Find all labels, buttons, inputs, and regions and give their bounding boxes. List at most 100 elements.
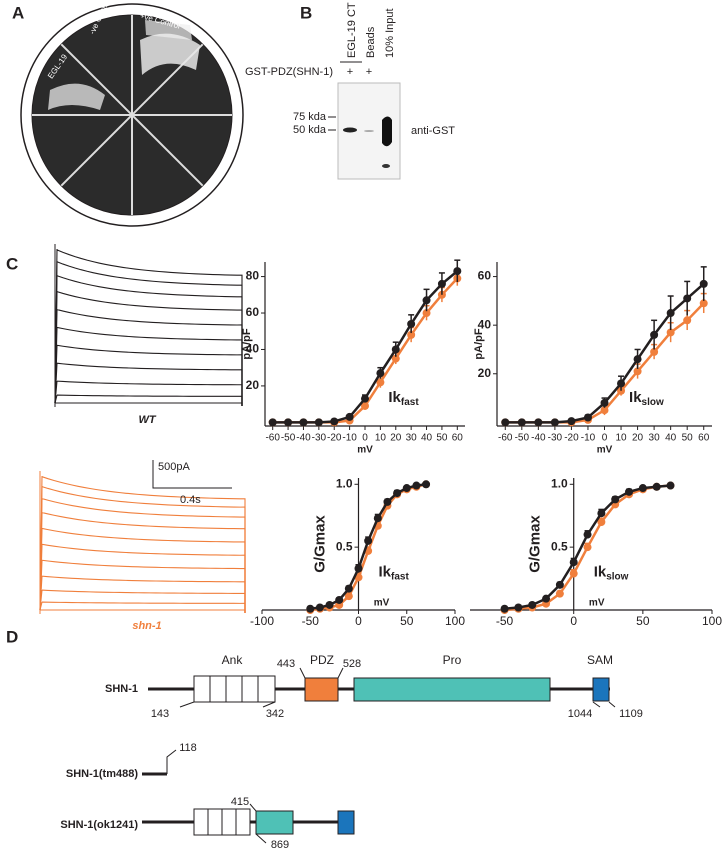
data-point <box>315 603 324 612</box>
plus: + <box>347 66 353 78</box>
data-point <box>501 418 510 427</box>
data-point <box>638 484 647 493</box>
x-axis-label: mV <box>357 445 373 456</box>
x-tick-label: 10 <box>615 433 627 444</box>
y-tick-label: 80 <box>246 269 260 283</box>
data-point <box>422 309 431 318</box>
y-tick-label: 0.5 <box>551 539 568 553</box>
panel-label: B <box>300 3 312 22</box>
x-axis-label: mV <box>589 598 605 609</box>
trace <box>39 543 246 613</box>
position: 1044 <box>568 708 592 720</box>
annotation-sub: slow <box>606 571 628 582</box>
data-point <box>597 518 606 526</box>
data-point <box>422 296 431 305</box>
data-point <box>633 355 642 364</box>
trace <box>54 394 243 406</box>
trace <box>54 308 243 406</box>
x-tick-label: -50 <box>515 433 530 444</box>
plus: + <box>366 66 372 78</box>
x-axis-label: mV <box>374 598 390 609</box>
panel-label: C <box>6 254 18 273</box>
data-point <box>611 495 620 504</box>
data-point <box>299 418 308 427</box>
marker: 75 kda <box>293 111 327 123</box>
x-tick-label: 0 <box>355 614 362 628</box>
data-point <box>412 481 421 490</box>
x-tick-label: 0 <box>602 433 608 444</box>
data-point <box>376 378 385 387</box>
x-tick-label: -10 <box>581 433 596 444</box>
data-point <box>354 564 363 573</box>
traces <box>39 244 246 614</box>
data-point <box>407 330 416 339</box>
data-point <box>550 418 559 427</box>
trace <box>39 589 246 613</box>
data-point <box>583 413 592 422</box>
data-point <box>652 482 661 491</box>
y-tick-label: 0.5 <box>336 539 353 553</box>
data-point <box>600 406 609 415</box>
x-tick-label: 50 <box>436 433 448 444</box>
position: 415 <box>231 796 249 808</box>
data-point <box>437 279 446 288</box>
x-tick-label: -50 <box>302 614 320 628</box>
annotation-main: Ik <box>594 563 607 580</box>
x-tick-label: 100 <box>445 614 465 628</box>
antibody: anti-GST <box>411 125 455 137</box>
scale-label: 0.4s <box>180 494 201 506</box>
data-point <box>391 345 400 354</box>
x-tick-label: -50 <box>496 614 514 628</box>
blot: EGL-19 CT Beads 10% Input GST-PDZ(SHN-1)… <box>245 2 455 180</box>
x-tick-label: 100 <box>702 614 722 628</box>
lane-label: EGL-19 CT <box>346 2 358 58</box>
y-axis-label: pA/pF <box>241 328 253 359</box>
trace-label: WT <box>138 414 156 426</box>
y-tick-label: 20 <box>246 378 260 392</box>
y-tick-label: 1.0 <box>551 476 568 490</box>
x-tick-label: 10 <box>375 433 387 444</box>
trace <box>39 485 246 613</box>
trace <box>54 260 243 406</box>
data-point <box>361 401 369 410</box>
x-tick-label: -50 <box>281 433 296 444</box>
data-point <box>699 279 708 288</box>
data-point <box>306 604 315 613</box>
y-tick-label: 60 <box>246 305 260 319</box>
domain-label: Pro <box>443 653 462 667</box>
protein-label: SHN-1 <box>105 683 138 695</box>
x-tick-label: -30 <box>312 433 327 444</box>
data-point <box>617 379 626 388</box>
data-point <box>597 509 606 518</box>
y-tick-label: 40 <box>478 317 492 331</box>
data-point <box>500 604 509 613</box>
position: 1109 <box>619 708 643 720</box>
y-axis-label: pA/pF <box>473 328 485 359</box>
trace <box>39 559 246 613</box>
data-point <box>600 398 609 407</box>
data-point <box>284 418 293 427</box>
x-tick-label: -20 <box>327 433 342 444</box>
lane-label: 10% Input <box>384 8 396 58</box>
data-point <box>683 294 692 303</box>
data-point <box>373 514 382 523</box>
x-tick-label: -100 <box>250 614 274 628</box>
x-tick-label: 0 <box>570 614 577 628</box>
y-axis-label: G/Gmax <box>527 515 544 573</box>
x-tick-label: 60 <box>452 433 464 444</box>
data-point <box>391 354 400 363</box>
annotation-main: Ik <box>629 389 642 406</box>
annotation: Ikfast <box>388 389 419 408</box>
y-tick-label: 1.0 <box>336 476 353 490</box>
x-tick-label: 60 <box>698 433 710 444</box>
protein-label: SHN-1(tm488) <box>66 768 138 780</box>
panel-label: A <box>12 3 24 22</box>
x-tick-label: 0 <box>362 433 368 444</box>
data-point <box>666 328 675 337</box>
x-tick-label: -10 <box>342 433 357 444</box>
data-point <box>344 584 353 593</box>
data-point <box>422 480 431 489</box>
x-tick-label: 20 <box>632 433 644 444</box>
x-tick-label: 50 <box>682 433 694 444</box>
